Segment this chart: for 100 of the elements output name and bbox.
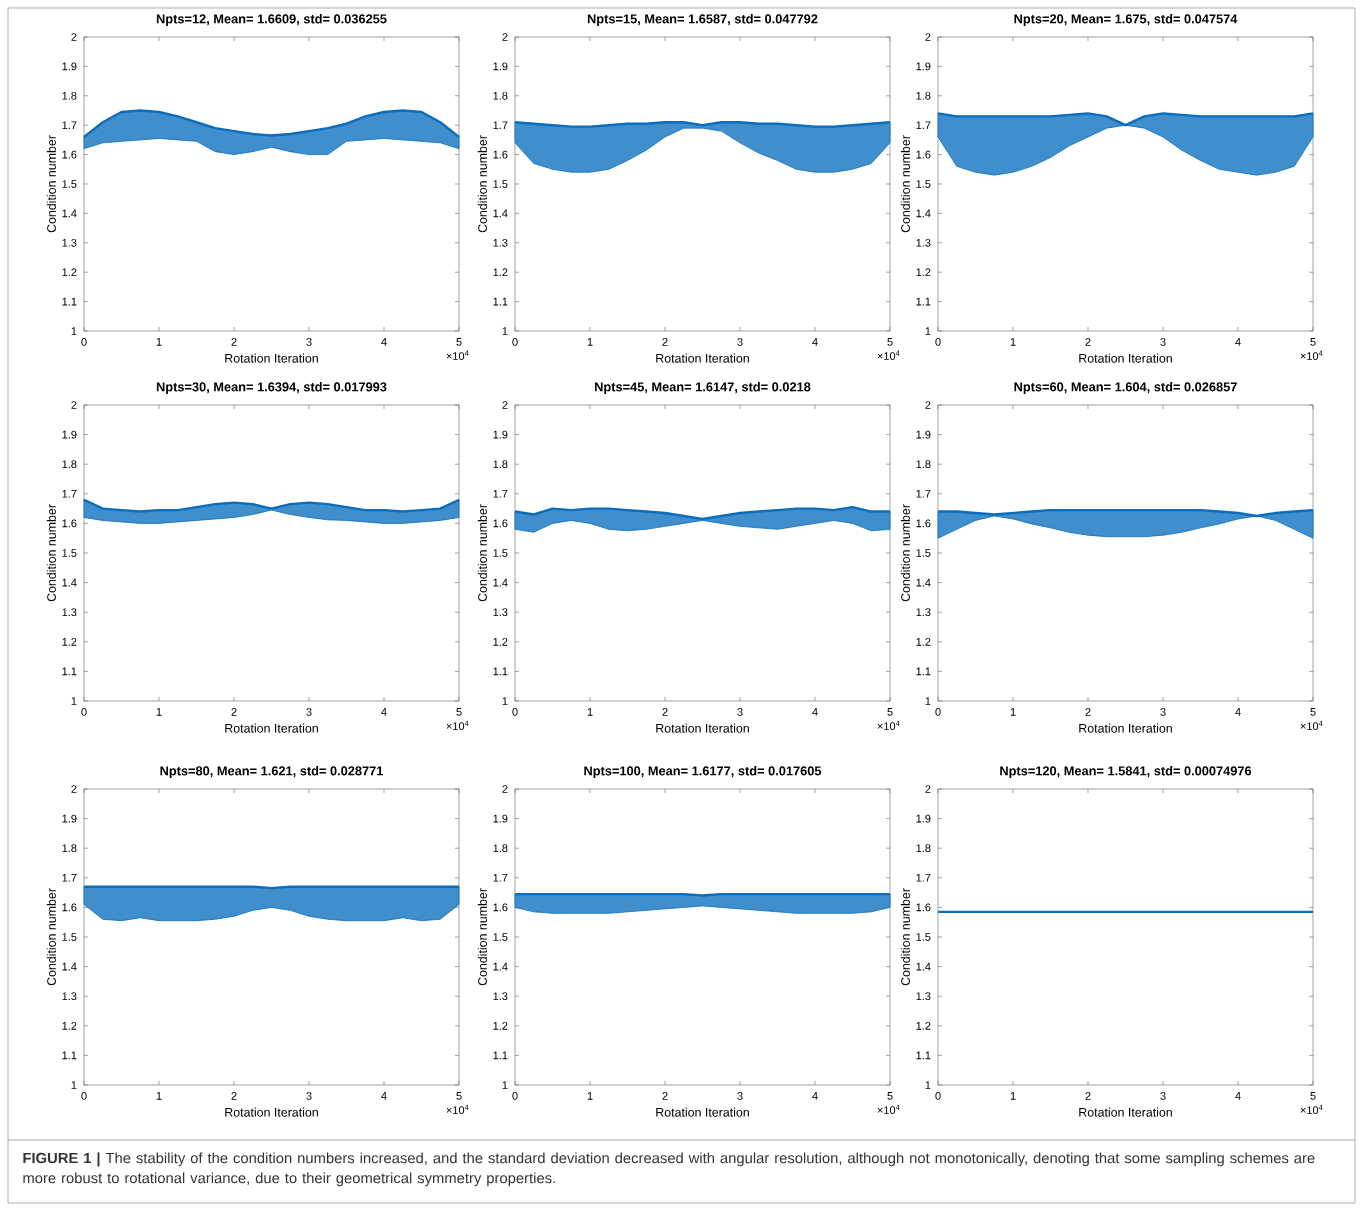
y-tick-label: 1.9 xyxy=(916,814,931,823)
y-tick-label: 1.3 xyxy=(493,238,508,247)
y-tick-label: 1.2 xyxy=(62,268,77,277)
y-tick-label: 1.3 xyxy=(493,608,508,617)
y-tick-label: 1.6 xyxy=(62,903,77,912)
y-tick-label: 1.3 xyxy=(493,992,508,1001)
x-tick-label: 1 xyxy=(1010,338,1016,346)
y-tick-label: 1.7 xyxy=(916,121,931,129)
y-tick-label: 1.6 xyxy=(62,519,77,528)
text: FIGURE 1 | The stability of the condition numbers increased, and the standard deviation decreased with angular resolution, although not monotonically, denoting that some sampling schemes are more robust to rotational variance, due to their geometrical symmetry properties. xyxy=(23,1152,1315,1187)
y-tick-label: 1.8 xyxy=(62,91,77,100)
chart-title: Npts=12, Mean= 1.6609, std= 0.036255 xyxy=(156,13,387,26)
x-axis-title: Rotation Iteration xyxy=(1079,723,1172,733)
y-tick-label: 1.3 xyxy=(916,608,931,617)
y-tick-label: 1.1 xyxy=(493,297,508,306)
x-tick-label: 0 xyxy=(935,1092,941,1100)
x-tick-label: 5 xyxy=(456,708,462,716)
x-tick-label: 1 xyxy=(156,1092,162,1100)
text: ×10$^{4}$ xyxy=(1300,720,1323,731)
x-tick-label: 3 xyxy=(737,1092,743,1100)
y-tick-label: 1.1 xyxy=(916,297,931,306)
y-tick-label: 1.4 xyxy=(493,962,508,971)
x-tick-label: 2 xyxy=(662,338,668,346)
y-tick-label: 1.5 xyxy=(493,549,508,557)
y-tick-label: 1.7 xyxy=(62,490,77,498)
x-tick-label: 0 xyxy=(512,338,518,346)
y-tick-label: 1.2 xyxy=(916,268,931,277)
y-tick-label: 1.2 xyxy=(493,268,508,277)
y-tick-label: 2 xyxy=(71,785,77,793)
y-tick-label: 1.7 xyxy=(916,874,931,882)
y-tick-label: 1.5 xyxy=(916,933,931,941)
y-tick-label: 2 xyxy=(925,785,931,793)
y-tick-label: 1.8 xyxy=(916,91,931,100)
x-axis-title: Rotation Iteration xyxy=(225,353,318,363)
x-tick-label: 5 xyxy=(887,338,893,346)
y-tick-label: 1 xyxy=(71,327,77,335)
x-axis-title: Rotation Iteration xyxy=(656,1107,749,1117)
y-axis-title: Condition number xyxy=(900,888,910,986)
x-tick-label: 2 xyxy=(1085,338,1091,346)
x-tick-label: 3 xyxy=(1160,708,1166,716)
y-tick-label: 1.3 xyxy=(62,238,77,247)
y-tick-label: 1.8 xyxy=(62,844,77,853)
x-tick-label: 5 xyxy=(1310,1092,1316,1100)
y-tick-label: 1.9 xyxy=(62,62,77,71)
y-tick-label: 1.3 xyxy=(916,992,931,1001)
chart-title: Npts=20, Mean= 1.675, std= 0.047574 xyxy=(1014,13,1238,26)
y-tick-label: 1.3 xyxy=(916,238,931,247)
y-tick-label: 1.6 xyxy=(493,150,508,159)
x-tick-label: 1 xyxy=(156,338,162,346)
y-tick-label: 1.6 xyxy=(493,519,508,528)
x-tick-label: 2 xyxy=(662,708,668,716)
x-tick-label: 4 xyxy=(812,708,818,716)
y-tick-label: 1.4 xyxy=(62,962,77,971)
y-tick-label: 1.9 xyxy=(916,430,931,439)
y-tick-label: 1.1 xyxy=(62,667,77,676)
y-tick-label: 1.9 xyxy=(62,814,77,823)
y-tick-label: 1.2 xyxy=(62,1021,77,1030)
y-tick-label: 1.4 xyxy=(916,209,931,218)
y-tick-label: 1 xyxy=(502,697,508,705)
y-tick-label: 1.2 xyxy=(62,637,77,646)
y-tick-label: 1.7 xyxy=(493,121,508,129)
x-axis-title: Rotation Iteration xyxy=(225,1107,318,1117)
y-tick-label: 1.5 xyxy=(62,180,77,188)
x-tick-label: 5 xyxy=(887,1092,893,1100)
y-tick-label: 1.8 xyxy=(493,91,508,100)
x-tick-label: 1 xyxy=(587,708,593,716)
text: ×10$^{4}$ xyxy=(446,1104,469,1115)
x-tick-label: 5 xyxy=(1310,338,1316,346)
x-tick-label: 3 xyxy=(306,1092,312,1100)
text: ×10$^{4}$ xyxy=(1300,350,1323,360)
y-tick-label: 1.2 xyxy=(493,637,508,646)
x-axis-title: Rotation Iteration xyxy=(656,723,749,733)
x-tick-label: 3 xyxy=(1160,338,1166,346)
y-axis-title: Condition number xyxy=(46,504,56,602)
x-axis-title: Rotation Iteration xyxy=(1079,353,1172,363)
y-tick-label: 1.7 xyxy=(493,490,508,498)
x-tick-label: 3 xyxy=(1160,1092,1166,1100)
x-axis-title: Rotation Iteration xyxy=(656,353,749,363)
x-tick-label: 2 xyxy=(231,338,237,346)
y-tick-label: 1.9 xyxy=(493,430,508,439)
x-tick-label: 3 xyxy=(306,338,312,346)
x-tick-label: 2 xyxy=(231,1092,237,1100)
y-tick-label: 2 xyxy=(71,33,77,41)
x-axis-title: Rotation Iteration xyxy=(225,723,318,733)
x-tick-label: 2 xyxy=(231,708,237,716)
y-tick-label: 1.6 xyxy=(916,519,931,528)
y-tick-label: 1.5 xyxy=(493,933,508,941)
x-tick-label: 5 xyxy=(456,1092,462,1100)
y-axis-title: Condition number xyxy=(46,135,56,233)
x-tick-label: 0 xyxy=(81,708,87,716)
chart-title: Npts=80, Mean= 1.621, std= 0.028771 xyxy=(160,765,384,778)
y-axis-title: Condition number xyxy=(477,135,487,233)
y-tick-label: 1 xyxy=(925,1081,931,1089)
y-tick-label: 1.4 xyxy=(493,209,508,218)
y-tick-label: 1 xyxy=(502,1081,508,1089)
y-tick-label: 1.1 xyxy=(62,297,77,306)
y-tick-label: 1.6 xyxy=(916,903,931,912)
x-axis-title: Rotation Iteration xyxy=(1079,1107,1172,1117)
y-tick-label: 2 xyxy=(502,401,508,409)
x-tick-label: 0 xyxy=(81,338,87,346)
